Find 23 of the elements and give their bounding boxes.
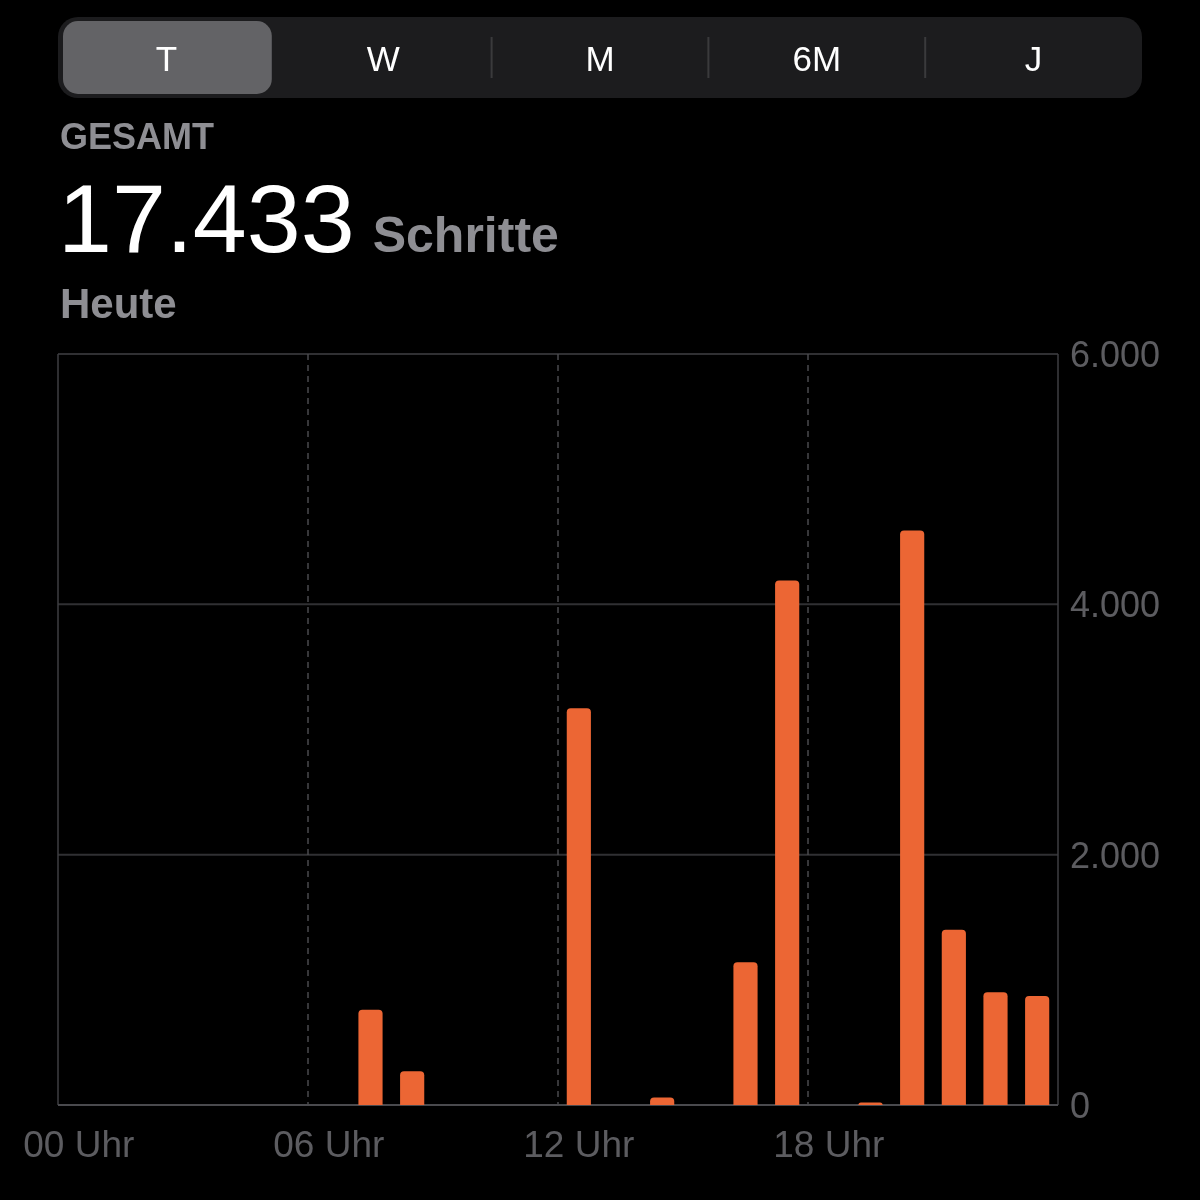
x-tick-label: 06 Uhr: [273, 1124, 385, 1165]
bar: [358, 1009, 383, 1105]
y-tick-label: 6.000: [1070, 333, 1161, 375]
bar: [983, 992, 1008, 1105]
bar: [400, 1071, 425, 1105]
segmented-control: T W M 6M J: [58, 17, 1142, 98]
chart-title: 17.433 Schritte: [58, 164, 559, 273]
x-tick-label: 12 Uhr: [523, 1124, 635, 1165]
chart-subtitle: Heute: [60, 280, 177, 327]
text: GESAMT: [60, 116, 215, 157]
bar: [733, 962, 758, 1105]
bar: [900, 530, 925, 1105]
bar: [775, 580, 800, 1105]
selected-tab: T: [63, 21, 272, 94]
bar: [650, 1097, 675, 1105]
bar: [941, 929, 966, 1105]
y-tick-label: 4.000: [1070, 584, 1161, 626]
bar: [566, 708, 591, 1105]
y-tick-label: 0: [1070, 1084, 1091, 1126]
bar: [1025, 996, 1050, 1105]
x-tick-label: 18 Uhr: [773, 1124, 885, 1165]
x-tick-label: 00 Uhr: [23, 1124, 135, 1165]
y-tick-label: 2.000: [1070, 834, 1161, 876]
